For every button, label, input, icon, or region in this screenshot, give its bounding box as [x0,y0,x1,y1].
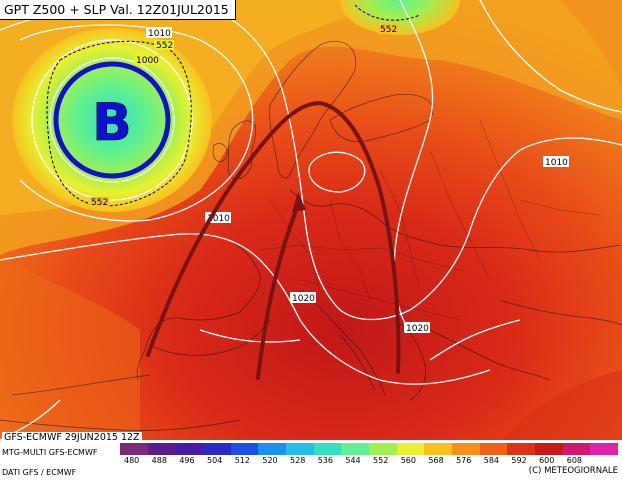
country-borders [259,119,601,321]
gpt-label-552-sw: 552 [91,198,108,208]
color-scale-label: 560 [400,456,416,465]
east-band [500,370,622,440]
color-scale-cell [424,443,453,455]
color-scale-cell [230,443,259,455]
color-scale-label: 480 [124,456,140,465]
low-pressure-ring [53,61,171,179]
gpt-label-552-north: 552 [380,25,397,35]
color-scale-label: 568 [428,456,444,465]
isobar-label-1010-east: 1010 [545,158,568,168]
color-scale-cell [203,443,231,455]
color-scale-cell [120,443,148,455]
color-scale-label: 512 [234,456,250,465]
color-scale-spacer [590,456,618,466]
color-scale-label: 608 [566,456,583,465]
ne-band [560,0,622,90]
low-pressure-letter: B [92,93,132,153]
run-info: GFS-ECMWF 29JUN2015 12Z [2,432,142,443]
color-scale-cell [562,443,591,455]
northward-arrow [256,203,300,380]
color-scale-cell [507,443,536,455]
color-scale-label: 496 [179,456,195,465]
color-scale-cell [286,443,314,455]
color-scale-cell [258,443,287,455]
color-scale [120,443,619,455]
color-scale-cell [369,443,397,455]
color-scale-labels: 480 488 496 504 512 520 528 536 544 552 560 568 576 5… [120,456,618,466]
isobar-labels: 1010 1000 1010 1010 1020 1020 [134,27,569,334]
north-low-field [340,0,460,35]
low-pressure-marker: B [53,61,171,179]
forecast-map: 1010 1000 1010 1010 1020 1020 552 552 55… [0,0,622,440]
color-scale-label: 584 [483,456,500,465]
atlantic-band [0,255,140,440]
isobar-label-1000: 1000 [136,56,159,66]
color-scale-cell [396,443,425,455]
copyright: (C) METEOGIORNALE [528,466,618,476]
isobar-label-1020-south: 1020 [406,324,429,334]
color-scale-cell [479,443,508,455]
low-pressure-field [12,28,212,212]
color-scale-cell [535,443,563,455]
color-scale-label: 552 [373,456,389,465]
flow-arrows [146,100,401,380]
coastlines [0,40,622,431]
isobar-label-1020-central: 1020 [292,294,315,304]
gpt-label-552-low: 552 [156,41,173,51]
isobar-label-1010-west: 1010 [207,214,230,224]
color-scale-cell [313,443,342,455]
color-scale-cell [452,443,480,455]
map-title: GPT Z500 + SLP Val. 12Z01JUL2015 [0,0,236,20]
gpt-labels: 552 552 552 [89,24,398,208]
color-scale-cell [341,443,370,455]
ridge-arch-arrow [146,100,401,374]
data-source: DATI GFS / ECMWF [2,468,77,477]
color-scale-label: 536 [317,456,333,465]
color-scale-label: 528 [290,456,306,465]
model-info: MTG-MULTI GFS-ECMWF [2,448,98,457]
color-scale-label: 488 [151,456,167,465]
color-scale-cell [147,443,176,455]
color-scale-label: 600 [539,456,555,465]
color-scale-label: 592 [511,456,527,465]
color-scale-label: 520 [262,456,278,465]
color-scale-label: 544 [345,456,361,465]
color-scale-label: 504 [207,456,223,465]
arrow-head [292,192,306,212]
color-scale-cell [175,443,204,455]
color-scale-cell [590,443,619,455]
isobar-label-1010-nw: 1010 [148,29,171,39]
color-scale-label: 576 [456,456,472,465]
